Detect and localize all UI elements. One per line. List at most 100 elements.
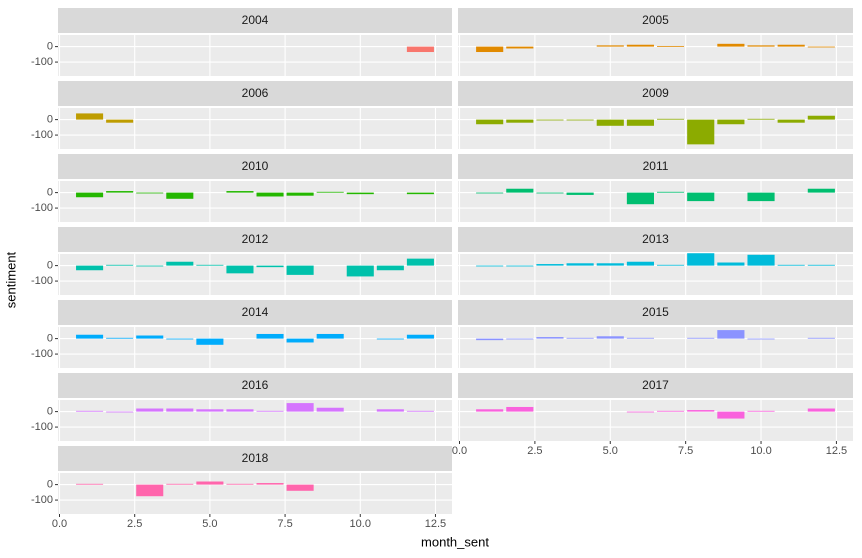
bar	[256, 333, 284, 339]
panel-title: 2010	[242, 159, 269, 173]
bar	[196, 338, 224, 345]
bar	[136, 408, 164, 412]
panel-title: 2004	[242, 13, 269, 27]
panel-title: 2012	[242, 232, 269, 246]
bar	[596, 263, 624, 266]
bar	[166, 261, 194, 266]
bar	[717, 262, 745, 266]
bar	[106, 411, 134, 413]
bar	[566, 337, 594, 339]
bar	[406, 334, 434, 339]
bar	[687, 337, 715, 339]
bar	[747, 410, 775, 412]
bar	[316, 407, 344, 412]
bar	[717, 330, 745, 339]
x-tick-label: 7.5	[678, 445, 693, 457]
bar	[106, 264, 134, 266]
bar	[76, 334, 104, 339]
bar	[717, 411, 745, 419]
bar	[106, 191, 134, 193]
bar	[476, 119, 504, 125]
panel-background	[58, 400, 452, 441]
bar	[717, 119, 745, 125]
bar	[406, 46, 434, 53]
bar	[166, 408, 194, 412]
strip	[58, 446, 452, 471]
bar	[316, 333, 344, 339]
strip	[58, 8, 452, 33]
y-tick-label: 0	[47, 333, 53, 345]
bar	[687, 410, 715, 412]
panel-title: 2011	[643, 159, 669, 173]
strip	[458, 8, 853, 33]
bar	[626, 119, 654, 126]
bar	[76, 483, 104, 485]
bar	[536, 192, 564, 194]
panel-background	[58, 35, 452, 76]
bar	[226, 409, 254, 412]
bar	[76, 113, 104, 120]
panel-background	[58, 327, 452, 368]
panel-title: 2017	[642, 378, 669, 392]
y-tick-label: 0	[47, 479, 53, 491]
bar	[406, 410, 434, 412]
y-tick-label: 0	[47, 260, 53, 272]
bar	[256, 192, 284, 197]
bar	[376, 265, 404, 271]
bar	[687, 192, 715, 202]
bar	[566, 263, 594, 266]
bar	[226, 483, 254, 485]
bar	[226, 265, 254, 274]
strip	[58, 227, 452, 252]
bar	[657, 118, 685, 120]
bar	[166, 338, 194, 340]
x-tick-label: 12.5	[826, 445, 847, 457]
bar	[506, 119, 534, 123]
x-tick-label: 10.0	[350, 518, 371, 530]
y-axis-label: sentiment	[3, 251, 18, 308]
y-tick-label: -100	[31, 56, 53, 68]
bar	[286, 484, 314, 491]
x-tick-label: 0.0	[452, 445, 467, 457]
y-tick-label: 0	[47, 187, 53, 199]
strip	[458, 154, 853, 179]
bar	[566, 192, 594, 195]
bar	[747, 45, 775, 47]
panel-title: 2006	[242, 86, 269, 100]
bar	[476, 265, 504, 267]
panel-title: 2013	[642, 232, 669, 246]
bar	[626, 192, 654, 205]
bar	[76, 410, 104, 412]
bar	[807, 264, 835, 266]
bar	[166, 483, 194, 485]
bar	[536, 337, 564, 339]
y-tick-label: -100	[31, 494, 53, 506]
bar	[106, 337, 134, 339]
bar	[626, 411, 654, 413]
bar	[777, 264, 805, 266]
bar	[476, 409, 504, 412]
bar	[256, 483, 284, 485]
bar	[657, 45, 685, 47]
bar	[807, 337, 835, 339]
panel-title: 2005	[642, 13, 669, 27]
y-tick-label: -100	[31, 202, 53, 214]
x-tick-label: 0.0	[52, 518, 67, 530]
bar	[256, 410, 284, 412]
bar	[777, 44, 805, 47]
bar	[807, 115, 835, 120]
strip	[458, 300, 853, 325]
panel-title: 2014	[242, 305, 269, 319]
bar	[136, 192, 164, 194]
bar	[286, 403, 314, 412]
bar	[626, 337, 654, 339]
panel-background	[458, 108, 853, 149]
panel-title: 2018	[242, 451, 269, 465]
x-tick-label: 2.5	[527, 445, 542, 457]
bar	[136, 484, 164, 497]
strip	[458, 81, 853, 106]
panel-background	[58, 108, 452, 149]
panel-background	[458, 181, 853, 222]
bar	[196, 409, 224, 412]
strip	[458, 227, 853, 252]
